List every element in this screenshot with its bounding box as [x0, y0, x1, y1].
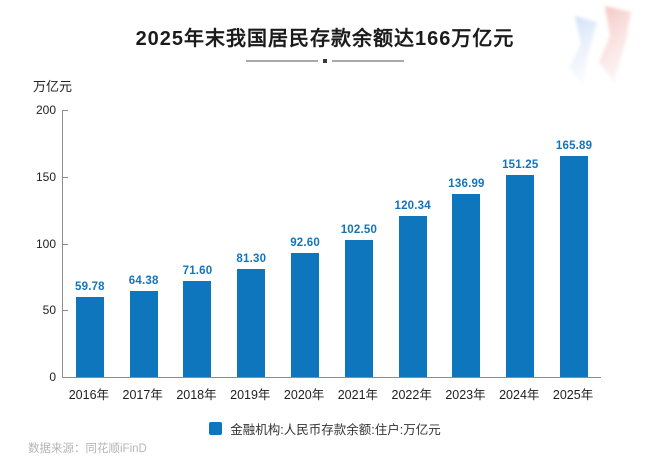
bar-slot: 151.25 — [493, 110, 547, 377]
bar — [560, 155, 589, 377]
bar-value-label: 71.60 — [182, 265, 213, 278]
bar-value-label: 81.30 — [236, 252, 267, 265]
bar — [291, 253, 320, 377]
y-tick-mark — [63, 310, 68, 312]
x-axis-label: 2025年 — [552, 388, 594, 402]
x-axis-label: 2024年 — [499, 388, 540, 402]
legend-swatch-icon — [209, 422, 223, 435]
bar-slot: 136.99 — [440, 110, 494, 377]
divider-line-left — [246, 60, 318, 62]
bar-value-label: 59.78 — [75, 281, 105, 294]
chart-legend: 金融机构:人民币存款余额:住户:万亿元 — [0, 419, 650, 438]
x-axis-labels: 2016年 2017年 2018年 2019年 2020年 2021年 2022年 2023年… — [62, 384, 600, 403]
bar-slot: 92.60 — [278, 110, 332, 377]
y-tick-label: 200 — [35, 103, 56, 117]
bar-value-label: 92.60 — [290, 237, 320, 250]
y-tick-mark — [63, 243, 68, 245]
bar — [506, 175, 535, 377]
bar — [237, 268, 266, 377]
brand-decoration-icon — [569, 6, 631, 86]
bar — [75, 297, 104, 377]
x-axis-label: 2020年 — [283, 388, 325, 402]
x-axis-label: 2021年 — [337, 388, 379, 402]
plot-area: 59.78 64.38 71.60 81.30 92.60 102.50 120.34 136… — [62, 110, 601, 378]
y-tick-mark — [63, 176, 68, 178]
bar — [398, 216, 427, 377]
bar-slot: 120.34 — [386, 110, 440, 377]
y-tick-label: 0 — [49, 370, 56, 384]
bar-value-label: 151.25 — [502, 159, 539, 172]
bar-slot: 64.38 — [117, 110, 171, 377]
bar — [344, 240, 373, 377]
x-axis-label: 2016年 — [68, 388, 110, 402]
bar-slot: 81.30 — [224, 110, 278, 377]
bar-slot: 102.50 — [332, 110, 386, 377]
data-source-note: 数据来源：同花顺iFinD — [28, 443, 147, 455]
bar-slot: 165.89 — [547, 110, 601, 377]
y-tick-label: 100 — [35, 236, 56, 251]
bar-value-label: 102.50 — [340, 224, 378, 237]
x-axis-label: 2017年 — [122, 388, 163, 402]
x-axis-label: 2023年 — [445, 388, 486, 402]
legend-label: 金融机构:人民币存款余额:住户:万亿元 — [230, 423, 441, 437]
y-tick-label: 150 — [35, 169, 56, 184]
bar-value-label: 120.34 — [394, 200, 431, 213]
bar — [452, 194, 481, 377]
bar-value-label: 136.99 — [448, 178, 485, 191]
divider-line-right — [332, 60, 404, 62]
y-tick-mark — [63, 110, 68, 111]
y-tick-label: 50 — [42, 303, 56, 318]
x-axis-label: 2018年 — [176, 388, 217, 402]
page-title: 2025年末我国居民存款余额达166万亿元 — [135, 28, 515, 50]
bar — [129, 291, 158, 377]
divider-dot — [323, 59, 327, 63]
title-divider — [245, 59, 405, 63]
y-axis-unit-label: 万亿元 — [33, 79, 73, 94]
bar-value-label: 165.89 — [555, 139, 593, 152]
x-axis-label: 2022年 — [391, 388, 432, 402]
bar — [183, 281, 212, 377]
bar-value-label: 64.38 — [128, 275, 159, 288]
bar-slot: 71.60 — [171, 110, 225, 377]
x-axis-label: 2019年 — [230, 388, 271, 402]
bar-slot: 59.78 — [63, 110, 117, 377]
